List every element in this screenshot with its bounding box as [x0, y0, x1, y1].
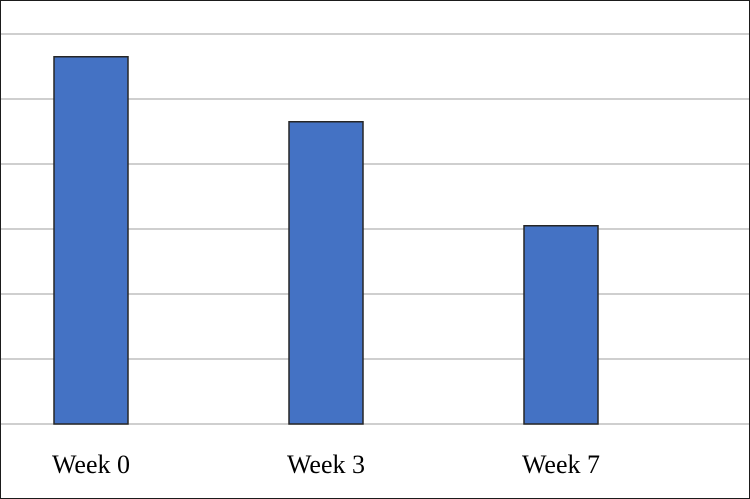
bar-week-0	[53, 56, 129, 425]
x-tick-label: Week 7	[522, 450, 600, 479]
bar-week-7	[523, 225, 599, 425]
bar-layer	[53, 56, 599, 425]
bar-week-3	[288, 121, 364, 425]
x-tick-label: Week 3	[287, 450, 365, 479]
x-tick-label: Week 0	[52, 450, 130, 479]
